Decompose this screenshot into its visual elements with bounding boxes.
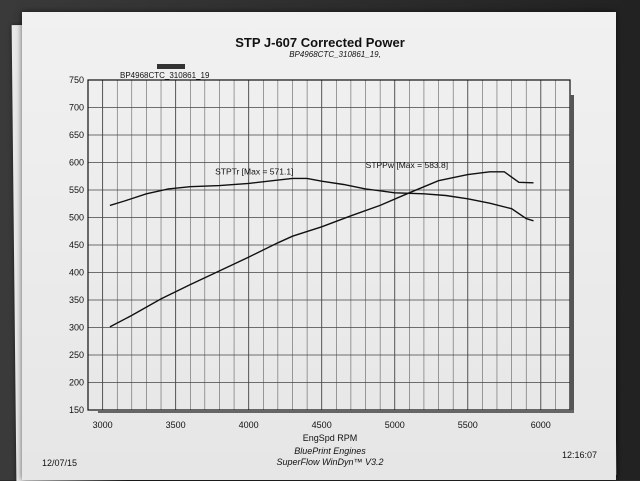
paper-sheet <box>22 12 616 480</box>
chart-subtitle: BP4968CTC_310861_19, <box>289 50 381 59</box>
y-tick-label: 250 <box>69 350 84 360</box>
y-tick-label: 650 <box>69 130 84 140</box>
x-tick-label: 6000 <box>531 420 551 430</box>
print-time: 12:16:07 <box>562 450 598 460</box>
y-tick-label: 350 <box>69 295 84 305</box>
y-tick-label: 750 <box>69 75 84 85</box>
series-line-stptrq <box>109 177 534 222</box>
y-tick-label: 150 <box>69 405 84 415</box>
y-tick-label: 500 <box>69 213 84 223</box>
legend-swatch <box>157 64 185 69</box>
x-tick-label: 3500 <box>166 420 186 430</box>
x-tick-label: 5000 <box>385 420 405 430</box>
y-tick-label: 200 <box>69 378 84 388</box>
plot-frame-shadow <box>570 95 574 410</box>
y-tick-label: 700 <box>69 103 84 113</box>
y-tick-label: 400 <box>69 268 84 278</box>
series-label: STPPw [Max = 583.8] <box>366 160 448 170</box>
plot-frame-shadow-bottom <box>98 410 574 413</box>
y-tick-label: 550 <box>69 185 84 195</box>
y-tick-label: 300 <box>69 323 84 333</box>
x-axis-label: EngSpd RPM <box>302 433 358 443</box>
y-tick-label: 450 <box>69 240 84 250</box>
x-tick-label: 3000 <box>93 420 113 430</box>
series-label: STPTr [Max = 571.1] <box>215 166 293 176</box>
series-line-stppwr <box>109 171 534 328</box>
print-date: 12/07/15 <box>42 458 78 468</box>
y-tick-label: 600 <box>69 158 84 168</box>
legend-label: BP4968CTC_310861_19 <box>120 71 210 80</box>
footer-software: SuperFlow WinDyn™ V3.2 <box>276 457 384 467</box>
x-tick-label: 5500 <box>458 420 478 430</box>
footer-company: BluePrint Engines <box>294 446 366 456</box>
x-tick-label: 4500 <box>312 420 332 430</box>
x-tick-label: 4000 <box>239 420 259 430</box>
chart-title: STP J-607 Corrected Power <box>235 35 405 50</box>
